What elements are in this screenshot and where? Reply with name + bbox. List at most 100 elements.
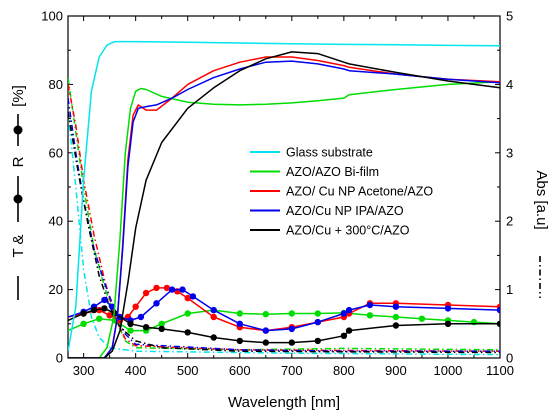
azo-cu-300-c-azo-absorbance-line <box>68 111 500 354</box>
left-title-part-t: T & <box>10 234 27 257</box>
azo-azo-bi-film-reflectance-marker <box>127 327 134 334</box>
left-title-marker-dot-2 <box>13 125 23 135</box>
azo-cu-np-ipa-azo-reflectance-marker <box>314 318 321 326</box>
azo-cu-np-ipa-azo-reflectance-marker <box>366 301 374 309</box>
azo-cu-np-ipa-azo-reflectance-marker <box>392 303 400 310</box>
x-tick-label: 900 <box>385 363 407 378</box>
azo-cu-300-c-azo-reflectance-marker <box>314 337 321 345</box>
azo-cu-np-ipa-azo-reflectance-marker <box>101 296 108 304</box>
y-right-tick-label: 2 <box>506 214 513 229</box>
azo-cu-300-c-azo-reflectance-marker <box>210 334 217 341</box>
azo-azo-bi-film-reflectance-marker <box>184 310 191 317</box>
left-title-part-unit: [%] <box>10 85 27 107</box>
azo-cu-300-c-azo-reflectance-marker <box>101 305 108 312</box>
azo-cu-300-c-azo-reflectance-marker <box>288 339 295 346</box>
y-left-tick-label: 60 <box>49 145 63 160</box>
azo-azo-bi-film-reflectance-marker <box>418 315 426 322</box>
azo-cu-300-c-azo-reflectance-marker <box>345 327 353 334</box>
azo-cu-np-ipa-azo-reflectance-marker <box>168 286 176 293</box>
x-tick-label: 300 <box>73 363 95 378</box>
azo-cu-np-ipa-azo-transmittance-line <box>68 60 500 358</box>
legend-label-azo-azo-bi-film: AZO/AZO Bi-film <box>286 165 379 179</box>
x-axis-ticks: 300 400 500 600 700 800 900 1000 1100 <box>73 16 514 378</box>
y-left-tick-label: 20 <box>49 282 63 297</box>
left-axis-title: T & R [%] <box>10 85 27 300</box>
legend-label-azo-cu-300-c-azo: AZO/Cu + 300°C/AZO <box>286 224 410 238</box>
azo-azo-bi-film-reflectance-marker <box>96 315 103 322</box>
azo-cu-np-ipa-azo-reflectance-marker <box>236 320 243 327</box>
x-tick-label: 500 <box>177 363 199 378</box>
azo-cu-300-c-azo-reflectance-marker <box>236 337 243 345</box>
left-title-marker-dot-1 <box>13 194 23 204</box>
x-tick-label: 700 <box>281 363 303 378</box>
azo-cu-300-c-azo-reflectance-marker <box>142 324 150 331</box>
azo-cu-np-acetone-azo-reflectance-marker <box>142 289 150 297</box>
azo-cu-300-c-azo-reflectance-marker <box>340 332 348 339</box>
x-tick-label: 600 <box>229 363 251 378</box>
azo-cu-np-ipa-azo-reflectance-marker <box>153 300 160 307</box>
x-tick-label: 1100 <box>486 363 514 378</box>
y-right-tick-label: 1 <box>506 282 513 297</box>
azo-azo-bi-film-reflectance-marker <box>236 310 243 317</box>
azo-cu-np-acetone-azo-reflectance-marker <box>163 284 171 292</box>
azo-cu-300-c-azo-reflectance-marker <box>80 310 87 317</box>
azo-cu-np-acetone-azo-reflectance-marker <box>184 294 191 302</box>
legend-label-azo-cu-np-acetone-azo: AZO/ Cu NP Acetone/AZO <box>286 185 433 199</box>
azo-azo-bi-film-reflectance-marker <box>80 320 87 327</box>
azo-azo-bi-film-reflectance-marker <box>288 310 295 317</box>
y-right-tick-label: 3 <box>506 145 513 160</box>
legend-label-azo-cu-np-ipa-azo: AZO/Cu NP IPA/AZO <box>286 204 404 218</box>
azo-cu-np-acetone-azo-reflectance-marker <box>153 284 160 292</box>
azo-cu-300-c-azo-reflectance-marker <box>444 320 452 327</box>
azo-cu-np-ipa-azo-reflectance-marker <box>210 306 217 314</box>
y-right-tick-label: 5 <box>506 9 513 24</box>
azo-cu-300-c-azo-reflectance-marker <box>392 322 400 329</box>
azo-cu-300-c-azo-reflectance-marker <box>262 339 269 346</box>
azo-cu-np-acetone-azo-reflectance-marker <box>210 313 217 321</box>
azo-cu-300-c-azo-reflectance-marker <box>158 325 165 333</box>
azo-cu-np-ipa-azo-reflectance-marker <box>189 293 197 300</box>
azo-cu-np-acetone-azo-reflectance-marker <box>132 303 139 310</box>
x-tick-label: 1000 <box>433 363 462 378</box>
left-title-part-r: R <box>10 156 27 167</box>
x-tick-label: 400 <box>125 363 147 378</box>
azo-cu-np-ipa-azo-reflectance-marker <box>340 310 348 317</box>
y-left-tick-label: 0 <box>56 351 63 366</box>
azo-cu-300-c-azo-reflectance-marker <box>184 329 191 336</box>
azo-cu-np-ipa-azo-reflectance-marker <box>444 305 452 312</box>
right-axis-ticks: 0 1 2 3 4 5 <box>495 9 513 366</box>
legend-label-glass-substrate: Glass substrate <box>286 146 373 160</box>
azo-azo-bi-film-absorbance-line <box>68 77 500 351</box>
series-layer <box>68 40 500 358</box>
azo-cu-300-c-azo-reflectance-marker <box>90 306 98 314</box>
azo-azo-bi-film-reflectance-marker <box>262 311 269 318</box>
y-right-tick-label: 4 <box>506 77 513 92</box>
azo-azo-bi-film-reflectance-marker <box>366 312 374 319</box>
right-axis-title-text: Abs [a.u] <box>533 170 550 229</box>
y-left-tick-label: 100 <box>41 9 63 24</box>
azo-cu-300-c-azo-transmittance-line <box>68 51 500 358</box>
azo-cu-np-ipa-azo-reflectance-marker <box>179 286 186 293</box>
azo-azo-bi-film-transmittance-line <box>68 80 500 358</box>
azo-azo-bi-film-reflectance-marker <box>392 313 400 321</box>
azo-cu-np-ipa-azo-reflectance-marker <box>262 327 269 334</box>
azo-cu-np-ipa-azo-reflectance-marker <box>137 313 145 321</box>
azo-cu-np-ipa-azo-reflectance-marker <box>345 306 353 314</box>
azo-cu-300-c-azo-reflectance-marker <box>127 320 134 327</box>
x-tick-label: 800 <box>333 363 355 378</box>
right-axis-title: Abs [a.u] <box>533 170 550 298</box>
azo-azo-bi-film-reflectance-marker <box>314 310 321 317</box>
glass-substrate-absorbance-line <box>68 111 500 356</box>
azo-cu-np-acetone-azo-reflectance-marker <box>106 312 113 319</box>
glass-substrate-transmittance-line <box>68 40 500 352</box>
y-left-tick-label: 40 <box>49 214 63 229</box>
azo-cu-np-ipa-azo-reflectance-marker <box>288 325 295 333</box>
y-right-tick-label: 0 <box>506 351 513 366</box>
x-axis-title: Wavelength [nm] <box>228 394 340 411</box>
legend: Glass substrate AZO/AZO Bi-film AZO/ Cu NP… <box>250 146 433 238</box>
azo-azo-bi-film-reflectance-marker <box>158 320 165 327</box>
azo-cu-300-c-azo-reflectance-marker <box>496 320 500 327</box>
left-axis-ticks: 0 20 40 60 80 100 <box>41 9 73 366</box>
